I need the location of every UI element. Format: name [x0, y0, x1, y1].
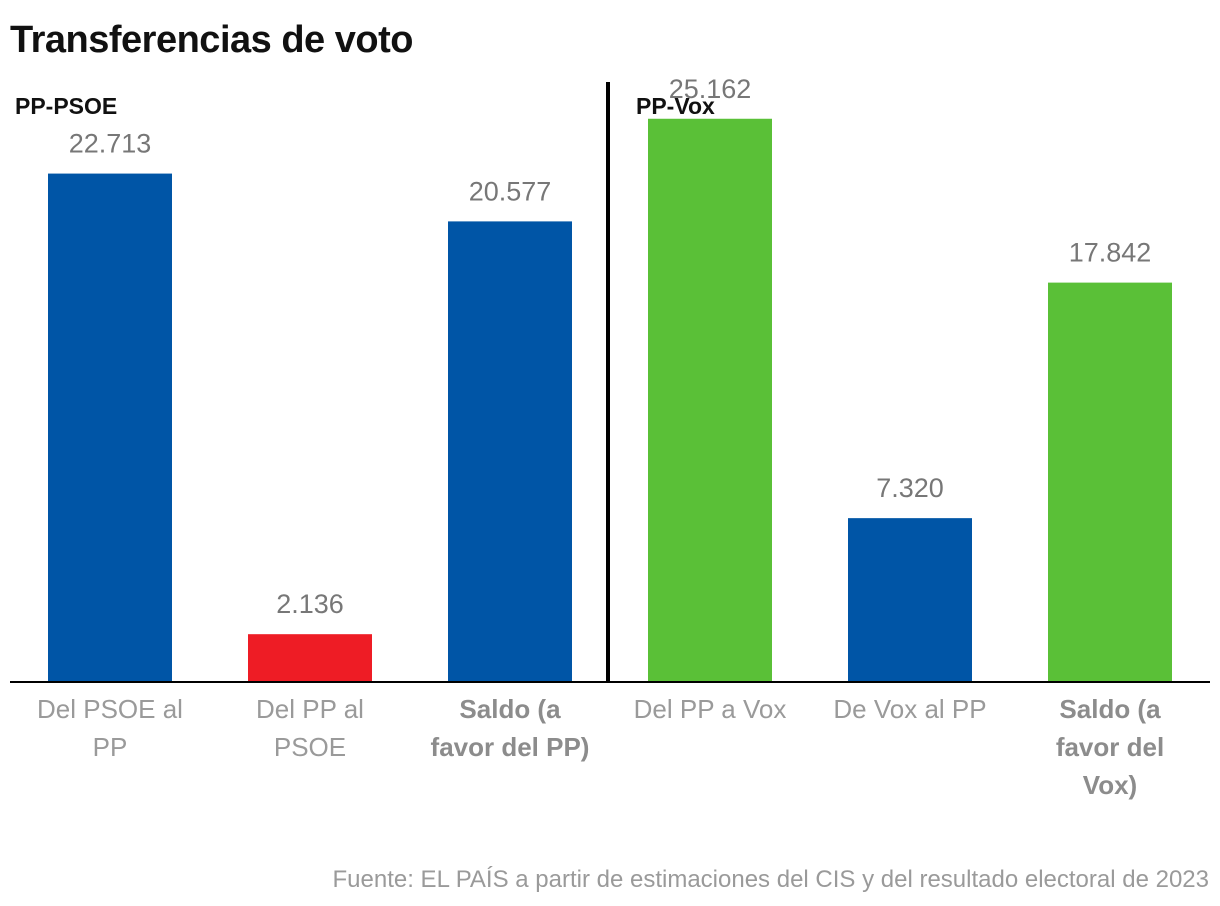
value-label-pp-psoe-3: 20.577 — [469, 176, 552, 206]
category-label-pp-vox-1: Del PP a Vox — [634, 694, 787, 724]
value-label-pp-psoe-1: 22.713 — [69, 129, 152, 159]
value-label-pp-vox-2: 7.320 — [876, 473, 944, 503]
category-label-pp-psoe-3: favor del PP) — [431, 732, 590, 762]
panel-title-pp-psoe: PP-PSOE — [15, 93, 117, 119]
category-label-pp-psoe-1: Del PSOE al — [37, 694, 183, 724]
category-label-pp-vox-3: favor del — [1056, 732, 1164, 762]
category-label-pp-vox-3: Saldo (a — [1059, 694, 1161, 724]
value-label-pp-vox-1: 25.162 — [669, 74, 752, 104]
source-note: Fuente: EL PAÍS a partir de estimaciones… — [333, 866, 1210, 893]
category-label-pp-psoe-3: Saldo (a — [459, 694, 561, 724]
panel-pp-psoe: PP-PSOE 22.713 Del PSOE al PP 2.136 Del PP a… — [15, 93, 589, 762]
bar-pp-psoe-1 — [48, 173, 172, 682]
chart-title: Transferencias de voto — [10, 19, 413, 61]
bar-pp-vox-2 — [848, 518, 972, 682]
category-label-pp-psoe-1: PP — [93, 732, 128, 762]
bar-pp-psoe-2 — [248, 634, 372, 682]
category-label-pp-psoe-2: PSOE — [274, 732, 346, 762]
value-label-pp-vox-3: 17.842 — [1069, 238, 1152, 268]
value-label-pp-psoe-2: 2.136 — [276, 589, 344, 619]
bar-pp-psoe-3 — [448, 221, 572, 682]
category-label-pp-psoe-2: Del PP al — [256, 694, 364, 724]
panel-pp-vox: PP-Vox 25.162 Del PP a Vox 7.320 De Vox al … — [634, 74, 1172, 800]
panel-title-pp-vox: PP-Vox — [636, 93, 715, 119]
category-label-pp-vox-3: Vox) — [1083, 770, 1137, 800]
category-label-pp-vox-2: De Vox al PP — [833, 694, 986, 724]
bar-pp-vox-3 — [1048, 282, 1172, 682]
bar-pp-vox-1 — [648, 118, 772, 683]
